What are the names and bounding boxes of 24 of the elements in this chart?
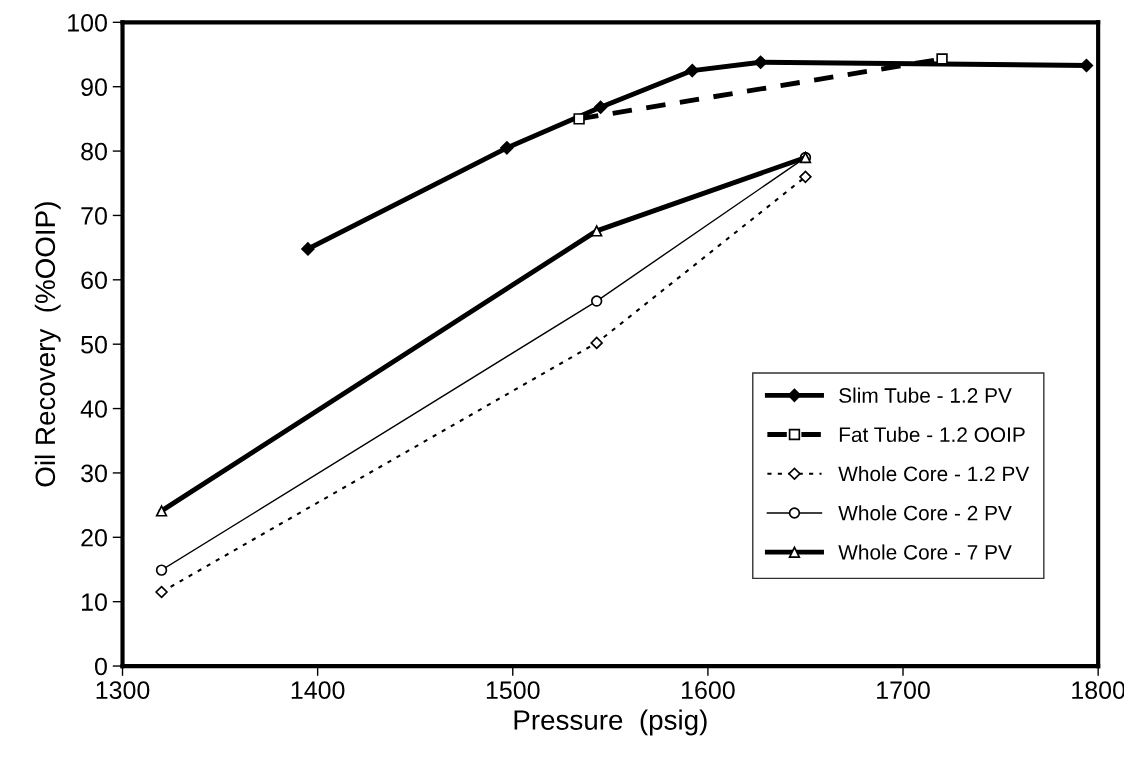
x-tick-label: 1700 xyxy=(877,681,930,699)
x-tick-label: 1300 xyxy=(96,681,150,699)
y-tick-label: 0 xyxy=(95,657,107,676)
legend-label: Whole Core - 2 PV xyxy=(838,505,1012,521)
y-tick-label: 100 xyxy=(68,13,107,32)
legend-label: Whole Core - 7 PV xyxy=(838,544,1012,560)
y-axis-title: Oil Recovery (%OOIP) xyxy=(34,202,61,487)
y-tick-label: 70 xyxy=(81,207,107,225)
y-tick-label: 20 xyxy=(81,528,107,547)
y-tick-label: 50 xyxy=(81,335,107,354)
x-tick-label: 1600 xyxy=(682,681,735,699)
y-tick-label: 90 xyxy=(81,78,107,97)
legend-label: Whole Core - 1.2 PV xyxy=(838,465,1030,482)
y-tick-label: 30 xyxy=(81,464,107,483)
x-tick-label: 1400 xyxy=(291,681,345,699)
x-tick-label: 1800 xyxy=(1072,681,1124,699)
y-tick-label: 80 xyxy=(81,142,107,161)
y-tick-label: 60 xyxy=(81,271,107,290)
legend-label: Fat Tube - 1.2 OOIP xyxy=(839,426,1025,443)
x-axis-title: Pressure (psig) xyxy=(514,709,707,736)
legend-label: Slim Tube - 1.2 PV xyxy=(839,387,1012,403)
y-tick-label: 10 xyxy=(82,593,107,611)
x-tick-label: 1500 xyxy=(486,681,540,699)
y-tick-label: 40 xyxy=(80,400,107,418)
